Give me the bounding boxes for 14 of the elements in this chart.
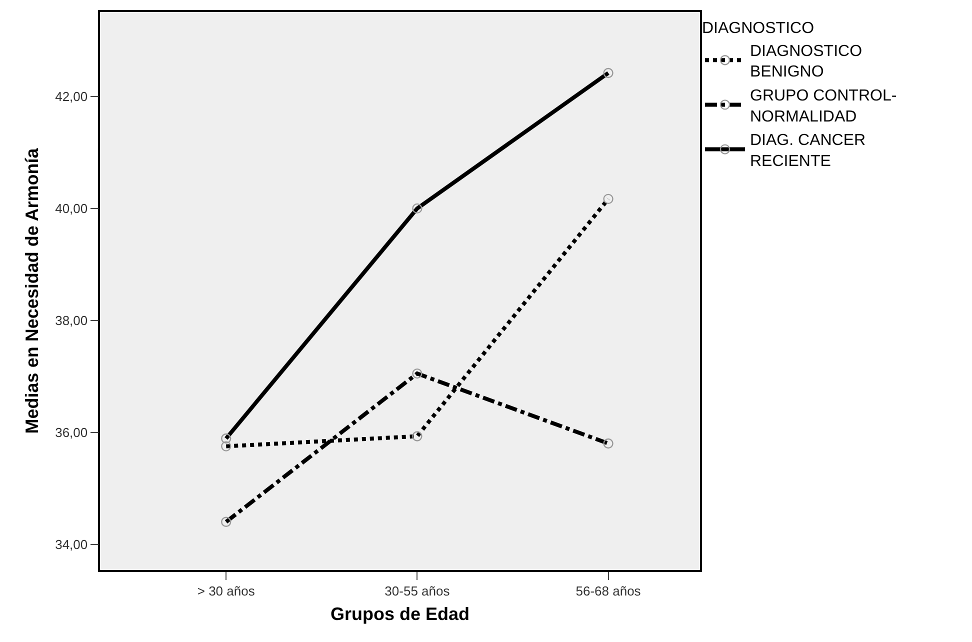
legend-title: DIAGNOSTICO	[702, 20, 814, 37]
y-tick-label: 38,00	[55, 312, 88, 328]
legend-label: DIAG. CANCER RECIENTE	[750, 132, 866, 170]
y-tick-label: 36,00	[55, 424, 88, 440]
legend-label: GRUPO CONTROL-NORMALIDAD	[750, 88, 897, 126]
x-axis-title: Grupos de Edad	[330, 604, 470, 624]
legend-label: DIAGNOSTICO BENIGNO	[750, 42, 862, 81]
x-tick-label: 56-68 años	[576, 583, 642, 598]
x-tick-label: 30-55 años	[384, 583, 450, 598]
y-tick-label: 42,00	[55, 89, 88, 104]
y-tick-label: 40,00	[55, 201, 88, 216]
y-tick-label: 34,00	[55, 536, 88, 552]
y-axis-title: Medias en Necesidad de Armonía	[22, 147, 42, 434]
x-tick-label: > 30 años	[197, 583, 256, 598]
